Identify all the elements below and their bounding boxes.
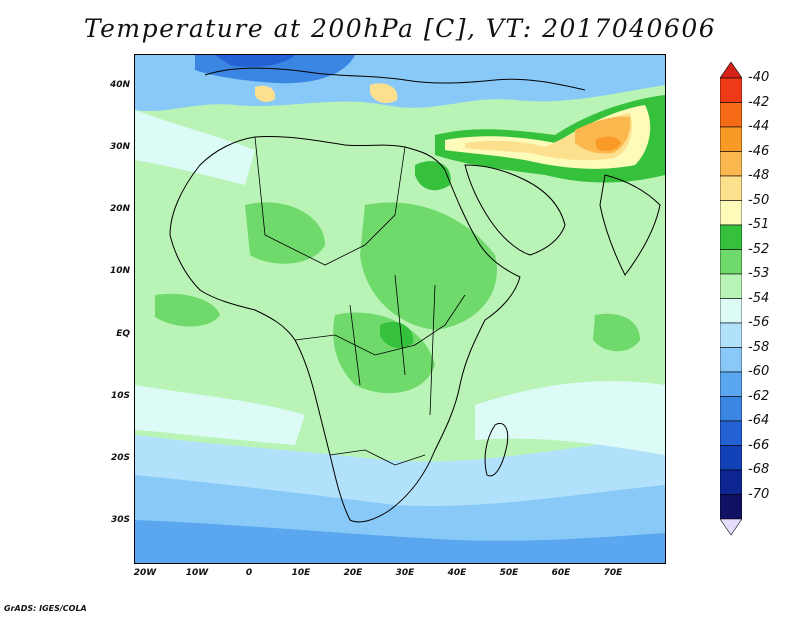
colorbar-arrow-top (720, 62, 742, 79)
colorbar-label: -42 (748, 94, 770, 110)
lon-label-60e: 60E (551, 568, 571, 578)
colorbar-swatch (720, 200, 742, 226)
colorbar-swatch (720, 77, 742, 103)
colorbar-label: -44 (748, 119, 770, 134)
colorbar-label: -66 (748, 437, 770, 453)
colorbar-swatch (720, 396, 742, 422)
colorbar-label: -68 (748, 462, 770, 477)
colorbar-label: -48 (748, 168, 770, 183)
lat-label-eq: EQ (116, 329, 130, 339)
lon-label-40e: 40E (447, 568, 467, 578)
colorbar (720, 62, 742, 536)
africa-coastline (169, 136, 521, 523)
cold-region-south-3 (135, 520, 665, 563)
colorbar-label: -52 (748, 241, 770, 257)
colorbar-label: -54 (748, 290, 770, 306)
cool-region-atlantic (135, 385, 305, 445)
lon-label-10e: 10E (291, 568, 311, 578)
temperature-map (134, 54, 666, 564)
colorbar-swatch (720, 371, 742, 397)
lat-label-10s: 10S (110, 391, 130, 401)
europe-coastline (204, 67, 586, 91)
lon-label-20e: 20E (343, 568, 363, 578)
warm-spot-mediterranean (370, 83, 398, 104)
lon-label-50e: 50E (499, 568, 519, 578)
colorbar-arrow-bottom (720, 518, 742, 536)
colorbar-swatch (720, 420, 742, 446)
colorbar-swatch (720, 298, 742, 324)
colorbar-swatch (720, 175, 742, 201)
lon-label-0: 0 (245, 568, 253, 578)
lon-label-20w: 20W (133, 568, 157, 578)
warm-patch-sahel (245, 202, 325, 264)
colorbar-label: -64 (748, 413, 770, 428)
lon-label-10w: 10W (185, 568, 209, 578)
madagascar-coastline (484, 422, 509, 477)
colorbar-label: -70 (748, 486, 770, 502)
colorbar-label: -56 (748, 315, 770, 330)
lat-label-40n: 40N (109, 80, 130, 90)
warm-patch-ocean (593, 313, 640, 352)
colorbar-label: -53 (748, 266, 770, 281)
warm-core-1 (415, 161, 451, 191)
colorbar-swatch (720, 494, 742, 520)
warm-patch-west (155, 293, 220, 327)
colorbar-label: -60 (748, 364, 770, 379)
colorbar-label: -51 (748, 217, 770, 232)
colorbar-label: -46 (748, 143, 770, 159)
colorbar-swatch (720, 322, 742, 348)
lon-label-70e: 70E (603, 568, 623, 578)
map-title: Temperature at 200hPa [C], VT: 201704060… (83, 14, 717, 43)
arabia-coastline (464, 164, 566, 256)
warm-core-asia-2 (595, 136, 621, 151)
lat-label-20s: 20S (110, 453, 130, 463)
colorbar-swatch (720, 151, 742, 177)
lat-label-30n: 30N (109, 142, 130, 152)
colorbar-swatch (720, 445, 742, 471)
cool-region-nw (135, 110, 255, 185)
lon-label-30e: 30E (395, 568, 415, 578)
colorbar-swatch (720, 347, 742, 373)
country-borders-central (294, 294, 466, 356)
cold-core-europe-2 (215, 55, 295, 67)
colorbar-swatch (720, 273, 742, 299)
footer-credit: GrADS: IGES/COLA (4, 604, 87, 613)
colorbar-label: -62 (748, 388, 770, 404)
colorbar-label: -40 (748, 70, 770, 85)
colorbar-swatch (720, 224, 742, 250)
country-borders-north (254, 136, 406, 266)
country-borders-east (349, 274, 436, 416)
warm-spot-morocco (255, 85, 276, 102)
colorbar-swatch (720, 126, 742, 152)
colorbar-label: -58 (748, 339, 770, 355)
country-borders-south (329, 449, 426, 466)
lat-label-10n: 10N (109, 266, 130, 276)
colorbar-label: -50 (748, 192, 770, 208)
colorbar-swatch (720, 469, 742, 495)
map-canvas (135, 55, 665, 563)
india-coastline (599, 174, 661, 276)
lat-label-20n: 20N (109, 204, 130, 214)
colorbar-swatch (720, 102, 742, 128)
lat-label-30s: 30S (110, 515, 130, 525)
colorbar-swatch (720, 249, 742, 275)
cool-region-indian-ocean (475, 381, 665, 455)
warm-core-2 (380, 321, 414, 349)
